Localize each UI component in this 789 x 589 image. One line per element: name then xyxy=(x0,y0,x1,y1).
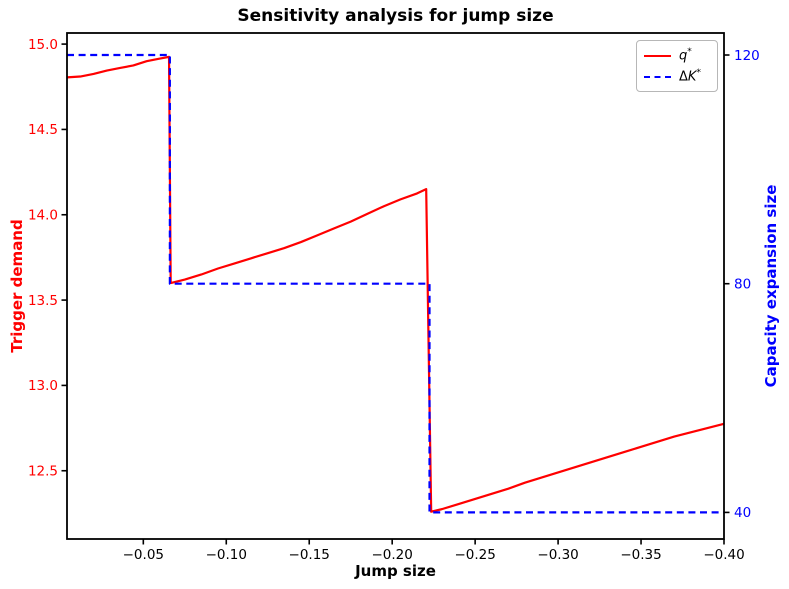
y-left-tick-label: 13.0 xyxy=(28,378,58,394)
y-left-tick-label: 15.0 xyxy=(28,37,58,53)
x-tick-label: −0.40 xyxy=(703,547,744,563)
y-right-tick-label: 120 xyxy=(734,48,760,64)
solid-line-icon xyxy=(644,54,671,57)
legend-label-q: q* xyxy=(679,47,692,64)
y-right-tick-label: 40 xyxy=(734,505,751,521)
x-tick-label: −0.05 xyxy=(123,547,164,563)
x-axis-label: Jump size xyxy=(355,562,436,580)
series-line-dk xyxy=(67,53,724,514)
y-axis-label-left: Trigger demand xyxy=(8,219,26,353)
y-right-tick-label: 80 xyxy=(734,277,751,293)
x-tick-label: −0.15 xyxy=(289,547,330,563)
legend: q* ΔK* xyxy=(636,40,718,92)
legend-item-dk: ΔK* xyxy=(644,66,709,87)
series-line-q xyxy=(66,55,725,513)
dashed-line-icon xyxy=(644,75,671,78)
y-left-tick-label: 14.0 xyxy=(28,208,58,224)
plot-frame xyxy=(66,32,725,540)
y-axis-label-right: Capacity expansion size xyxy=(762,184,780,388)
y-left-tick-label: 14.5 xyxy=(28,122,58,138)
x-tick-label: −0.20 xyxy=(371,547,412,563)
x-tick-label: −0.35 xyxy=(620,547,661,563)
x-tick-label: −0.10 xyxy=(206,547,247,563)
chart-title: Sensitivity analysis for jump size xyxy=(237,6,554,26)
x-tick-label: −0.25 xyxy=(454,547,495,563)
legend-item-q: q* xyxy=(644,45,709,66)
y-left-tick-label: 13.5 xyxy=(28,293,58,309)
x-tick-label: −0.30 xyxy=(537,547,578,563)
y-left-tick-label: 12.5 xyxy=(28,464,58,480)
legend-label-dk: ΔK* xyxy=(679,68,701,85)
